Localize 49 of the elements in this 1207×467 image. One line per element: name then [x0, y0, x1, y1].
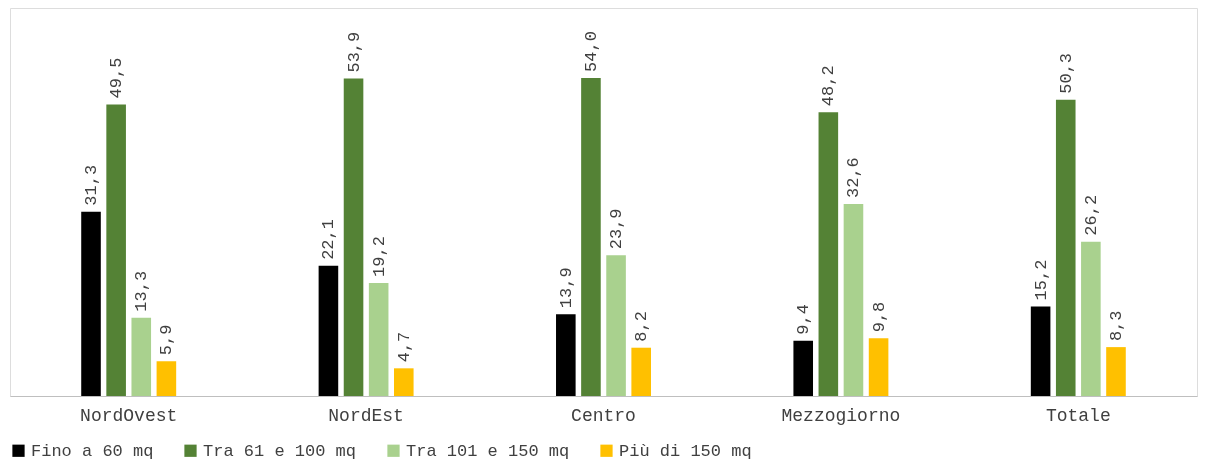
data-label: 32,6 [844, 157, 864, 198]
bar [318, 265, 339, 396]
x-tick-label: NordOvest [80, 405, 178, 426]
data-label: 49,5 [107, 57, 127, 99]
data-label: 15,2 [1031, 259, 1051, 301]
data-label: 48,2 [819, 65, 839, 107]
data-label: 54,0 [581, 31, 601, 72]
legend-label: Tra 61 e 100 mq [203, 441, 357, 461]
bar [1081, 241, 1101, 396]
legend-label: Fino a 60 mq [31, 441, 154, 461]
bar [1055, 99, 1076, 396]
bar [631, 347, 651, 396]
x-tick-label: Mezzogiorno [781, 405, 901, 426]
data-label: 22,1 [319, 219, 339, 260]
bar [843, 204, 864, 396]
bar [393, 368, 414, 396]
data-label: 53,9 [344, 31, 364, 73]
data-label: 13,3 [132, 270, 152, 312]
bar [556, 314, 576, 396]
bar [106, 104, 126, 396]
data-label: 5,9 [157, 324, 177, 356]
bar [81, 211, 101, 396]
data-label: 26,2 [1081, 194, 1101, 236]
bar [131, 317, 152, 396]
bar [818, 112, 839, 396]
x-tick-label: Centro [571, 405, 636, 426]
data-label: 8,3 [1106, 310, 1126, 342]
data-label: 8,2 [632, 311, 652, 342]
bar [793, 340, 814, 396]
data-label: 9,4 [794, 304, 814, 335]
data-label: 13,9 [556, 267, 576, 309]
bar [1030, 306, 1051, 396]
data-label: 23,9 [607, 208, 627, 250]
data-label: 19,2 [369, 236, 389, 277]
bar [606, 255, 626, 396]
bar [868, 338, 889, 396]
bar [368, 282, 389, 396]
x-tick-label: Totale [1045, 405, 1111, 426]
data-label: 4,7 [394, 331, 414, 363]
data-label: 50,3 [1056, 52, 1076, 94]
data-label: 31,3 [82, 164, 102, 206]
x-tick-label: NordEst [328, 405, 404, 426]
legend-label: Più di 150 mq [619, 441, 752, 461]
data-label: 9,8 [869, 301, 889, 333]
bar [343, 78, 364, 396]
bar [581, 77, 601, 396]
legend-label: Tra 101 e 150 mq [406, 441, 570, 461]
bar [1106, 347, 1126, 396]
bar [156, 361, 177, 396]
